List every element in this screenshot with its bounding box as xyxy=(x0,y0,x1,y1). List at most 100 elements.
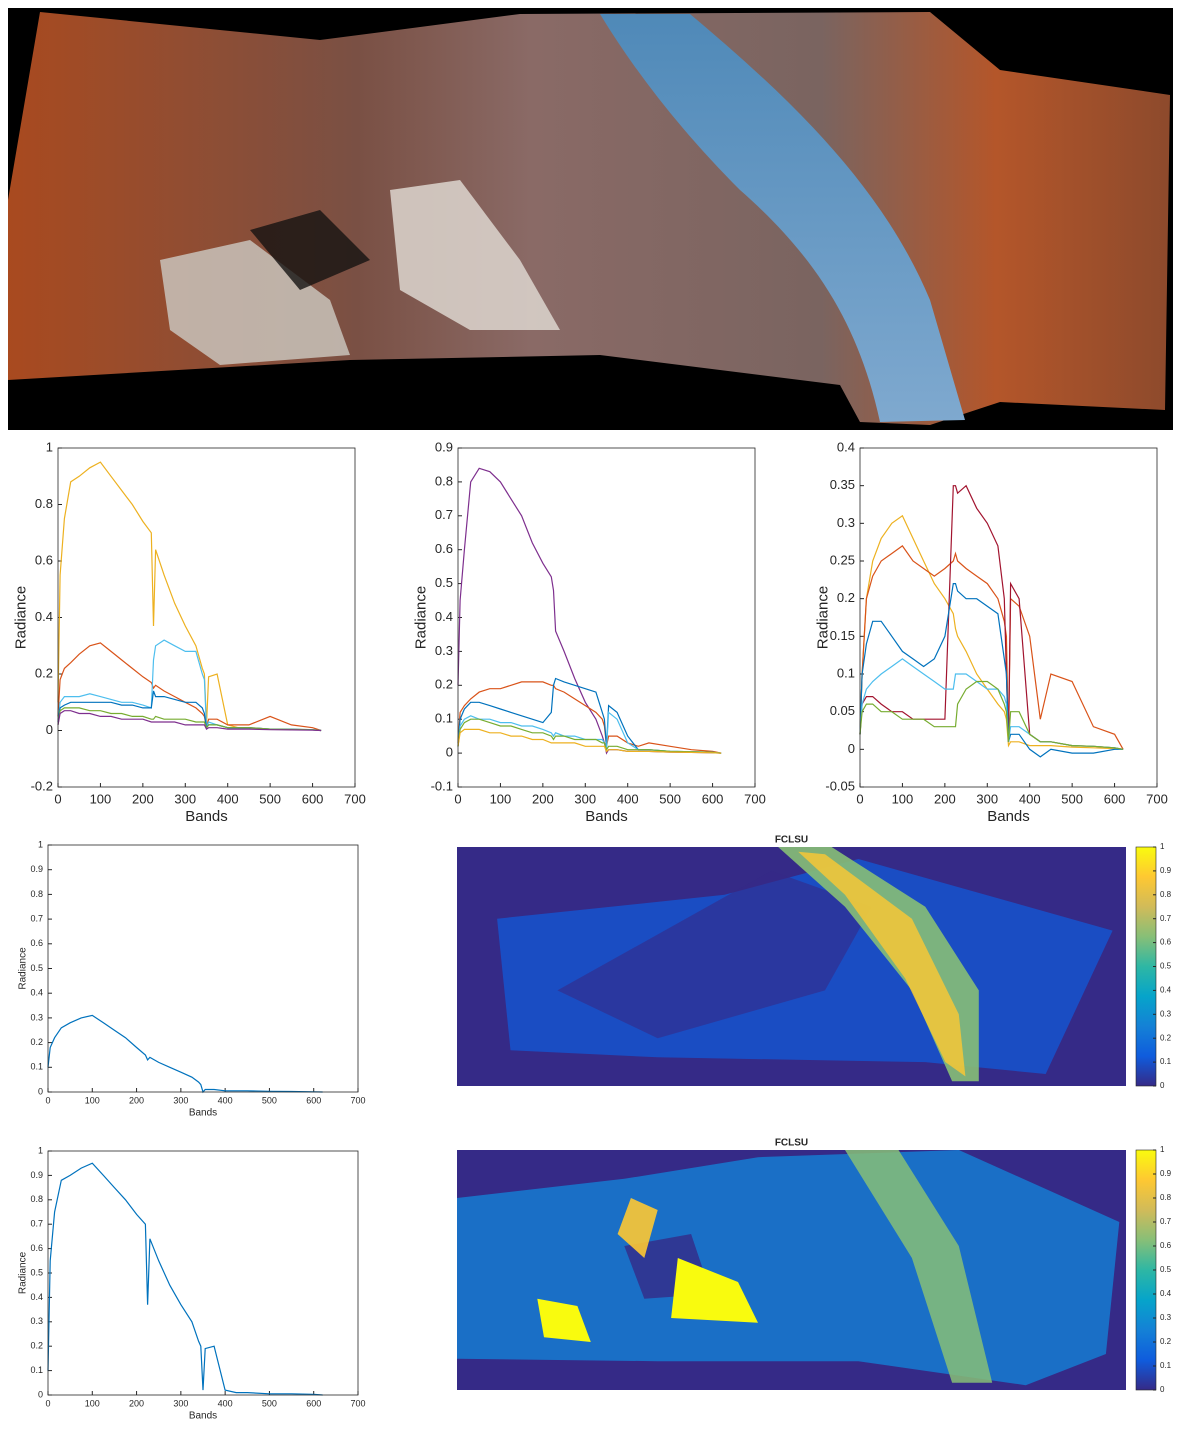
y-tick-label: 0.8 xyxy=(35,496,53,511)
y-tick-label: 0.05 xyxy=(830,703,855,718)
colorbar-tick-label: 0.4 xyxy=(1160,1289,1172,1298)
x-tick-label: 400 xyxy=(217,791,239,806)
glacier-region xyxy=(845,1150,993,1383)
y-axis-label: Radiance xyxy=(17,1251,28,1294)
colorbar-tick-label: 0.8 xyxy=(1160,1193,1172,1202)
y-tick-label: 0.2 xyxy=(30,1341,43,1351)
spectrum-line xyxy=(47,1014,323,1094)
y-tick-label: 1 xyxy=(46,439,53,454)
colorbar-tick-label: 0.8 xyxy=(1160,890,1172,899)
y-axis-label: Radiance xyxy=(413,586,430,649)
colorbar-tick-label: 0.3 xyxy=(1160,1009,1172,1018)
axes-box xyxy=(457,447,756,788)
y-tick-label: 0.7 xyxy=(30,1219,43,1229)
colorbar-tick-label: 0 xyxy=(1160,1385,1165,1394)
x-tick-label: 500 xyxy=(659,791,681,806)
x-axis-label: Bands xyxy=(189,1410,217,1421)
y-tick-label: 0.4 xyxy=(30,1292,43,1302)
axes-box xyxy=(57,447,356,788)
low-region xyxy=(557,870,872,1039)
y-tick-label: 0.3 xyxy=(30,1012,43,1022)
x-tick-label: 100 xyxy=(90,791,112,806)
y-tick-label: 0.9 xyxy=(30,864,43,874)
y-tick-label: 0.5 xyxy=(435,575,453,590)
axes-box xyxy=(859,447,1158,788)
colorbar-tick-label: 0.9 xyxy=(1160,1169,1172,1178)
y-tick-label: 0.1 xyxy=(30,1365,43,1375)
spectrum-line xyxy=(57,707,322,732)
y-axis-label: Radiance xyxy=(815,586,832,649)
x-tick-label: 400 xyxy=(218,1398,233,1408)
y-tick-label: 0.3 xyxy=(30,1316,43,1326)
plot-area xyxy=(48,1151,358,1395)
x-tick-label: 100 xyxy=(85,1398,100,1408)
y-axis-label: Radiance xyxy=(13,586,30,649)
colorbar-tick-label: 0.1 xyxy=(1160,1057,1172,1066)
plot-area xyxy=(458,448,755,787)
map-title: FCLSU xyxy=(775,1138,808,1149)
plot-area xyxy=(48,845,358,1092)
spectrum-line xyxy=(457,681,722,754)
x-axis-label: Bands xyxy=(987,808,1030,825)
spectrum-line xyxy=(57,710,322,732)
x-tick-label: 200 xyxy=(132,791,154,806)
y-tick-label: 0.25 xyxy=(830,552,855,567)
glacier-core xyxy=(798,851,966,1077)
x-tick-label: 300 xyxy=(173,1398,188,1408)
x-tick-label: 0 xyxy=(454,791,461,806)
x-axis-label: Bands xyxy=(185,808,228,825)
y-tick-label: 0.9 xyxy=(435,439,453,454)
shadow xyxy=(250,210,370,290)
y-tick-label: 0.4 xyxy=(435,609,453,624)
x-tick-label: 200 xyxy=(532,791,554,806)
x-tick-label: 200 xyxy=(934,791,956,806)
colorbar-tick-label: 0.2 xyxy=(1160,1033,1172,1042)
x-tick-label: 200 xyxy=(129,1095,144,1105)
y-tick-label: 0.35 xyxy=(830,477,855,492)
y-tick-label: 0 xyxy=(46,722,53,737)
x-tick-label: 500 xyxy=(262,1095,277,1105)
y-tick-label: 0.1 xyxy=(837,665,855,680)
x-tick-label: 600 xyxy=(302,791,324,806)
colorbar-tick-label: 0.5 xyxy=(1160,1265,1172,1274)
colorbar-tick-label: 0.7 xyxy=(1160,914,1172,923)
y-tick-label: 1 xyxy=(38,839,43,849)
snow-patch xyxy=(390,180,560,330)
spectrum-line xyxy=(457,718,722,754)
x-tick-label: 0 xyxy=(45,1398,50,1408)
y-tick-label: 0.1 xyxy=(435,711,453,726)
x-tick-label: 0 xyxy=(45,1095,50,1105)
x-tick-label: 300 xyxy=(574,791,596,806)
spectrum-line xyxy=(859,680,1124,750)
colorbar-tick-label: 0.3 xyxy=(1160,1313,1172,1322)
spectrum-line xyxy=(457,728,722,754)
x-axis-label: Bands xyxy=(585,808,628,825)
x-tick-label: 400 xyxy=(617,791,639,806)
y-tick-label: 0 xyxy=(446,745,453,760)
x-tick-label: 600 xyxy=(306,1398,321,1408)
colorbar-tick-label: 0.1 xyxy=(1160,1361,1172,1370)
colorbar-tick-label: 0.9 xyxy=(1160,866,1172,875)
y-tick-label: 0.1 xyxy=(30,1062,43,1072)
x-tick-label: 200 xyxy=(129,1398,144,1408)
glacier xyxy=(600,14,965,422)
x-tick-label: 600 xyxy=(702,791,724,806)
x-tick-label: 700 xyxy=(350,1095,365,1105)
y-tick-label: 1 xyxy=(38,1145,43,1155)
y-axis-label: Radiance xyxy=(17,947,28,990)
y-tick-label: 0.4 xyxy=(837,439,855,454)
x-tick-label: 400 xyxy=(1019,791,1041,806)
y-tick-label: -0.2 xyxy=(31,778,53,793)
y-tick-label: 0.5 xyxy=(30,1267,43,1277)
x-tick-label: 0 xyxy=(856,791,863,806)
y-tick-label: 0.6 xyxy=(35,552,53,567)
y-tick-label: 0.4 xyxy=(35,609,53,624)
y-tick-label: 0.6 xyxy=(30,938,43,948)
y-tick-label: 0.9 xyxy=(30,1170,43,1180)
y-tick-label: 0.3 xyxy=(435,643,453,658)
colorbar-tick-label: 0.7 xyxy=(1160,1217,1172,1226)
y-tick-label: 0.5 xyxy=(30,963,43,973)
y-tick-label: 0.7 xyxy=(435,507,453,522)
colorbar-tick-label: 0 xyxy=(1160,1081,1165,1090)
